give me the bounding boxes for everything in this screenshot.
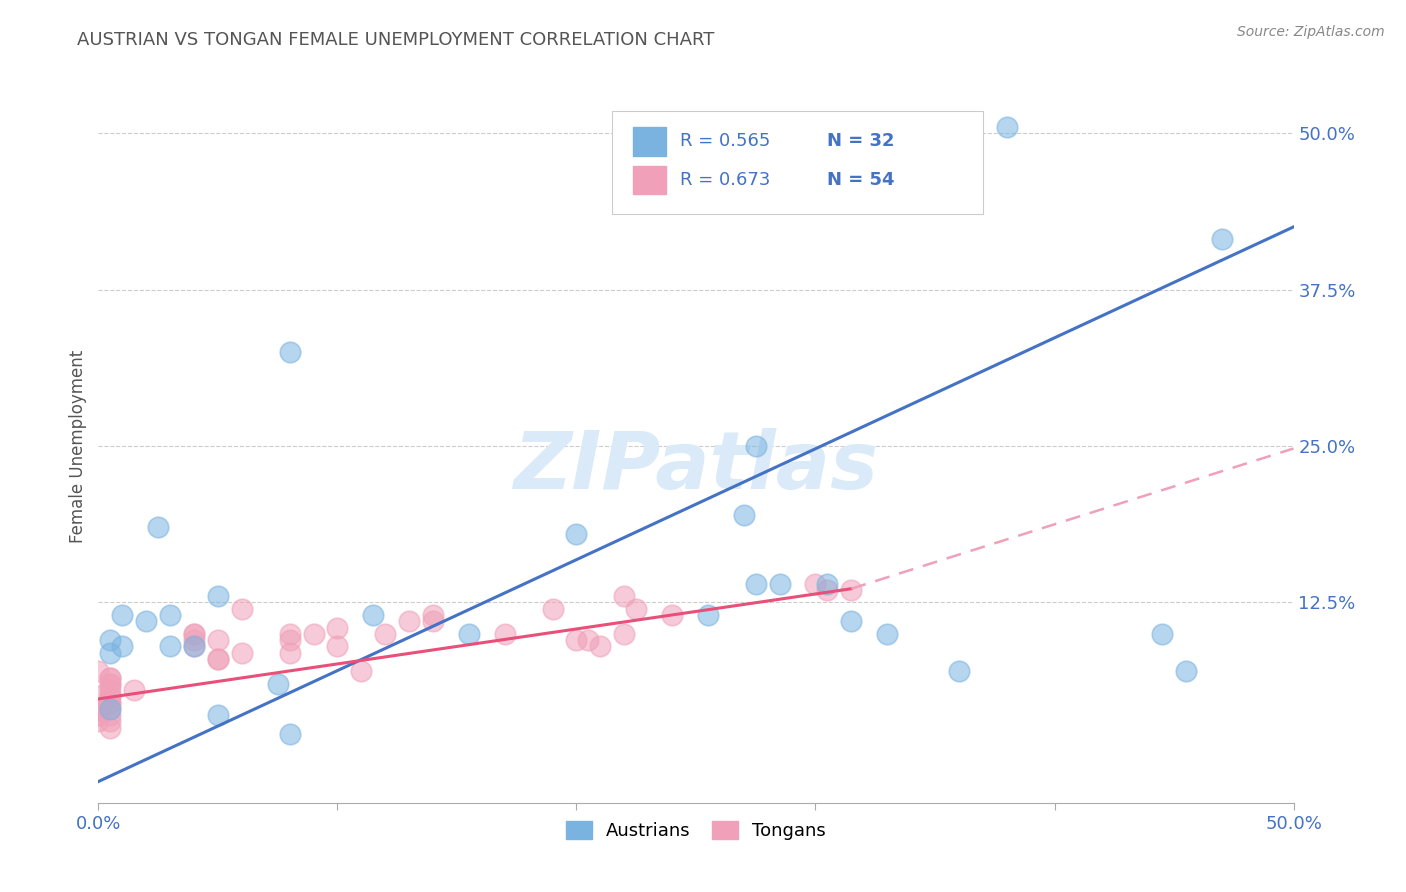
Point [87,702,110,716]
Point [98,677,122,691]
Point [111,640,134,654]
FancyBboxPatch shape [633,166,666,194]
Point [673,120,696,134]
Text: AUSTRIAN VS TONGAN FEMALE UNEMPLOYMENT CORRELATION CHART: AUSTRIAN VS TONGAN FEMALE UNEMPLOYMENT C… [77,31,714,49]
Point [159,607,181,622]
Point [613,627,636,641]
Point [458,627,481,641]
Point [98,696,122,710]
Point [87,690,110,704]
Point [697,607,720,622]
Point [148,520,170,534]
Point [565,526,588,541]
Point [1175,665,1198,679]
Point [98,671,122,685]
Y-axis label: Female Unemployment: Female Unemployment [69,350,87,542]
Point [231,646,253,660]
Point [745,576,768,591]
Point [98,696,122,710]
Point [995,120,1018,134]
FancyBboxPatch shape [613,111,983,214]
Point [98,702,122,716]
Point [183,627,205,641]
Point [87,702,110,716]
Point [578,633,600,648]
Point [98,683,122,698]
Point [733,508,755,522]
Point [565,633,588,648]
Point [98,721,122,735]
Point [98,714,122,729]
Point [207,708,229,723]
Point [87,708,110,723]
Point [87,702,110,716]
FancyBboxPatch shape [633,127,666,155]
Point [278,727,301,741]
Point [589,640,612,654]
Point [87,714,110,729]
Point [841,614,863,628]
Point [948,665,970,679]
Legend: Austrians, Tongans: Austrians, Tongans [560,814,832,847]
Point [626,601,648,615]
Text: R = 0.565: R = 0.565 [681,132,770,150]
Point [613,589,636,603]
Point [1211,232,1233,246]
Point [876,627,898,641]
Point [267,677,290,691]
Point [278,633,301,648]
Text: ZIPatlas: ZIPatlas [513,428,879,507]
Point [422,607,444,622]
Point [98,677,122,691]
Point [183,627,205,641]
Point [98,646,122,660]
Point [207,652,229,666]
Point [98,690,122,704]
Text: N = 32: N = 32 [827,132,896,150]
Point [278,345,301,359]
Point [124,683,146,698]
Point [207,652,229,666]
Point [374,627,396,641]
Point [815,582,838,597]
Point [183,640,205,654]
Point [183,640,205,654]
Point [841,582,863,597]
Text: R = 0.673: R = 0.673 [681,171,770,189]
Text: Source: ZipAtlas.com: Source: ZipAtlas.com [1237,25,1385,39]
Point [541,601,564,615]
Point [231,601,253,615]
Point [87,708,110,723]
Point [278,646,301,660]
Point [98,708,122,723]
Point [98,671,122,685]
Point [111,607,134,622]
Point [363,607,385,622]
Point [98,690,122,704]
Point [183,633,205,648]
Point [326,621,349,635]
Point [207,589,229,603]
Point [326,640,349,654]
Point [302,627,325,641]
Point [768,576,790,591]
Point [422,614,444,628]
Point [159,640,181,654]
Point [661,607,683,622]
Point [207,633,229,648]
Point [278,627,301,641]
Point [804,576,827,591]
Point [135,614,157,628]
Point [1152,627,1174,641]
Point [87,665,110,679]
Point [745,439,768,453]
Text: N = 54: N = 54 [827,171,896,189]
Point [494,627,516,641]
Point [398,614,420,628]
Point [815,576,838,591]
Point [98,702,122,716]
Point [98,633,122,648]
Point [350,665,373,679]
